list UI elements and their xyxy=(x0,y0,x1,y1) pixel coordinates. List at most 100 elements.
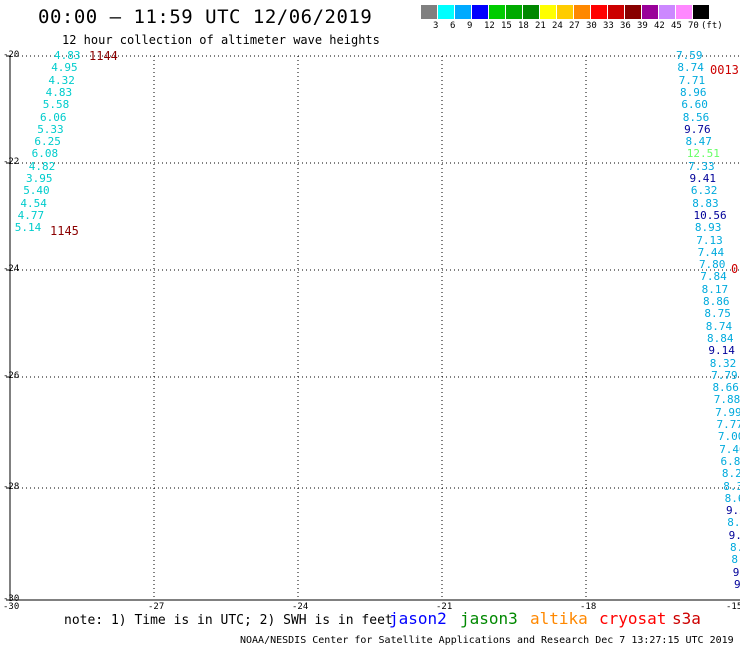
wave-height-value: 7.84 xyxy=(700,270,727,284)
wave-height-value: 6.06 xyxy=(40,110,67,124)
wave-height-value: 5.33 xyxy=(37,122,64,136)
wave-height-value: 7.00 xyxy=(717,430,740,444)
longitude-label: -30 xyxy=(3,602,20,612)
wave-height-value: 4.83 xyxy=(54,49,81,62)
wave-height-value: 8.96 xyxy=(680,85,707,99)
legend-label: 42 xyxy=(654,21,665,31)
wave-height-value: 3.95 xyxy=(26,172,53,185)
wave-height-value: 8.84 xyxy=(731,553,740,567)
track-time-label: 0 xyxy=(731,262,739,276)
wave-height-value: 7.79 xyxy=(711,368,738,382)
latitude-label: -22 xyxy=(3,157,20,167)
longitude-label: -21 xyxy=(436,602,453,612)
wave-height-value: 4.82 xyxy=(28,159,56,173)
wave-height-value: 8.56 xyxy=(682,110,710,124)
wave-height-value: 8.74 xyxy=(705,319,733,333)
wave-height-value: 9.41 xyxy=(689,172,717,185)
legend-swatch xyxy=(438,5,455,19)
wave-height-value: 8.74 xyxy=(677,61,704,75)
legend-label: 30 xyxy=(586,21,597,31)
wave-height-value: 9.76 xyxy=(684,122,711,136)
legend-swatch xyxy=(676,5,693,19)
wave-height-value: 4.54 xyxy=(20,196,47,210)
wave-height-value: 9.51 xyxy=(728,528,740,542)
wave-height-value: 8.32 xyxy=(709,356,737,370)
wave-height-value: 6.08 xyxy=(31,147,59,161)
legend-swatch xyxy=(421,5,438,19)
satellite-label-jason2: jason2 xyxy=(389,609,447,628)
wave-height-value: 9.31 xyxy=(734,577,740,591)
color-scale-labels: 3 6 9 12 15 18 21 24 27 30 33 36 39 42 45 70 (ft) xyxy=(421,21,740,35)
legend-label: 45 xyxy=(671,21,682,31)
legend-swatch xyxy=(642,5,659,19)
legend-label: 27 xyxy=(569,21,580,31)
wave-height-value: 7.88 xyxy=(713,393,740,407)
wave-height-value: 8.32 xyxy=(727,516,740,530)
legend-swatch xyxy=(540,5,557,19)
legend-label: 18 xyxy=(518,21,529,31)
map-subtitle: 12 hour collection of altimeter wave hei… xyxy=(62,33,380,47)
satellite-label-cryosat: cryosat xyxy=(599,609,667,628)
longitude-label: -15 xyxy=(726,602,740,612)
legend-swatch xyxy=(659,5,676,19)
wave-height-value: 4.83 xyxy=(45,85,73,99)
legend-swatch xyxy=(625,5,642,19)
wave-height-value: 8.75 xyxy=(704,307,731,321)
legend-swatch xyxy=(472,5,489,19)
satellite-label-s3a: s3a xyxy=(672,609,701,628)
wave-height-value: 5.14 xyxy=(14,221,42,235)
track-time-label: 1145 xyxy=(50,224,79,238)
legend-label: 9 xyxy=(467,21,473,31)
wave-height-value: 7.46 xyxy=(719,442,740,456)
wave-height-value: 4.77 xyxy=(17,208,45,222)
units-note: note: 1) Time is in UTC; 2) SWH is in fe… xyxy=(64,613,393,628)
legend-label: 12 xyxy=(484,21,495,31)
legend-label: 33 xyxy=(603,21,614,31)
legend-swatch xyxy=(693,5,710,19)
satellite-label-jason3: jason3 xyxy=(460,609,518,628)
wave-height-value: 8.84 xyxy=(707,331,734,345)
wave-height-value: 8.69 xyxy=(724,491,740,505)
latitude-label: -30 xyxy=(3,594,20,604)
wave-height-value: 7.99 xyxy=(715,405,740,419)
legend-label: 36 xyxy=(620,21,631,31)
wave-height-value: 8.20 xyxy=(721,467,740,481)
wave-height-value: 7.13 xyxy=(696,233,723,247)
wave-height-value: 4.95 xyxy=(51,61,78,75)
latitude-label: -24 xyxy=(3,264,20,274)
longitude-label: -27 xyxy=(148,602,165,612)
legend-swatch xyxy=(574,5,591,19)
legend-label: (ft) xyxy=(701,21,723,31)
legend-swatch xyxy=(608,5,625,19)
footer-credit: NOAA/NESDIS Center for Satellite Applica… xyxy=(240,635,734,646)
legend-label: 24 xyxy=(552,21,563,31)
wave-height-value: 4.32 xyxy=(48,73,75,87)
legend-swatch xyxy=(557,5,574,19)
wave-height-value: 8.17 xyxy=(701,282,729,296)
longitude-label: -24 xyxy=(292,602,309,612)
wave-height-value: 9.13 xyxy=(732,565,740,579)
legend-label: 21 xyxy=(535,21,546,31)
wave-height-value: 6.25 xyxy=(34,135,61,149)
latitude-label: -28 xyxy=(3,482,20,492)
color-scale-legend xyxy=(421,5,710,19)
wave-height-value: 8.43 xyxy=(730,541,740,554)
legend-label: 6 xyxy=(450,21,456,31)
wave-height-value: 8.37 xyxy=(723,479,740,493)
wave-height-value: 5.40 xyxy=(23,184,50,198)
legend-label: 39 xyxy=(637,21,648,31)
legend-swatch xyxy=(591,5,608,19)
wave-height-value: 9.24 xyxy=(725,504,740,518)
legend-swatch xyxy=(455,5,472,19)
wave-height-value: 7.71 xyxy=(678,73,706,87)
map-title: 00:00 – 11:59 UTC 12/06/2019 xyxy=(38,6,373,28)
wave-height-value: 6.32 xyxy=(690,184,718,198)
latitude-label: -26 xyxy=(3,371,20,381)
wave-height-value: 6.60 xyxy=(681,98,708,112)
latitude-label: -20 xyxy=(3,50,20,60)
wave-height-value: 8.83 xyxy=(692,196,719,210)
wave-height-value: 7.59 xyxy=(676,49,703,62)
wave-height-value: 8.47 xyxy=(685,135,712,149)
